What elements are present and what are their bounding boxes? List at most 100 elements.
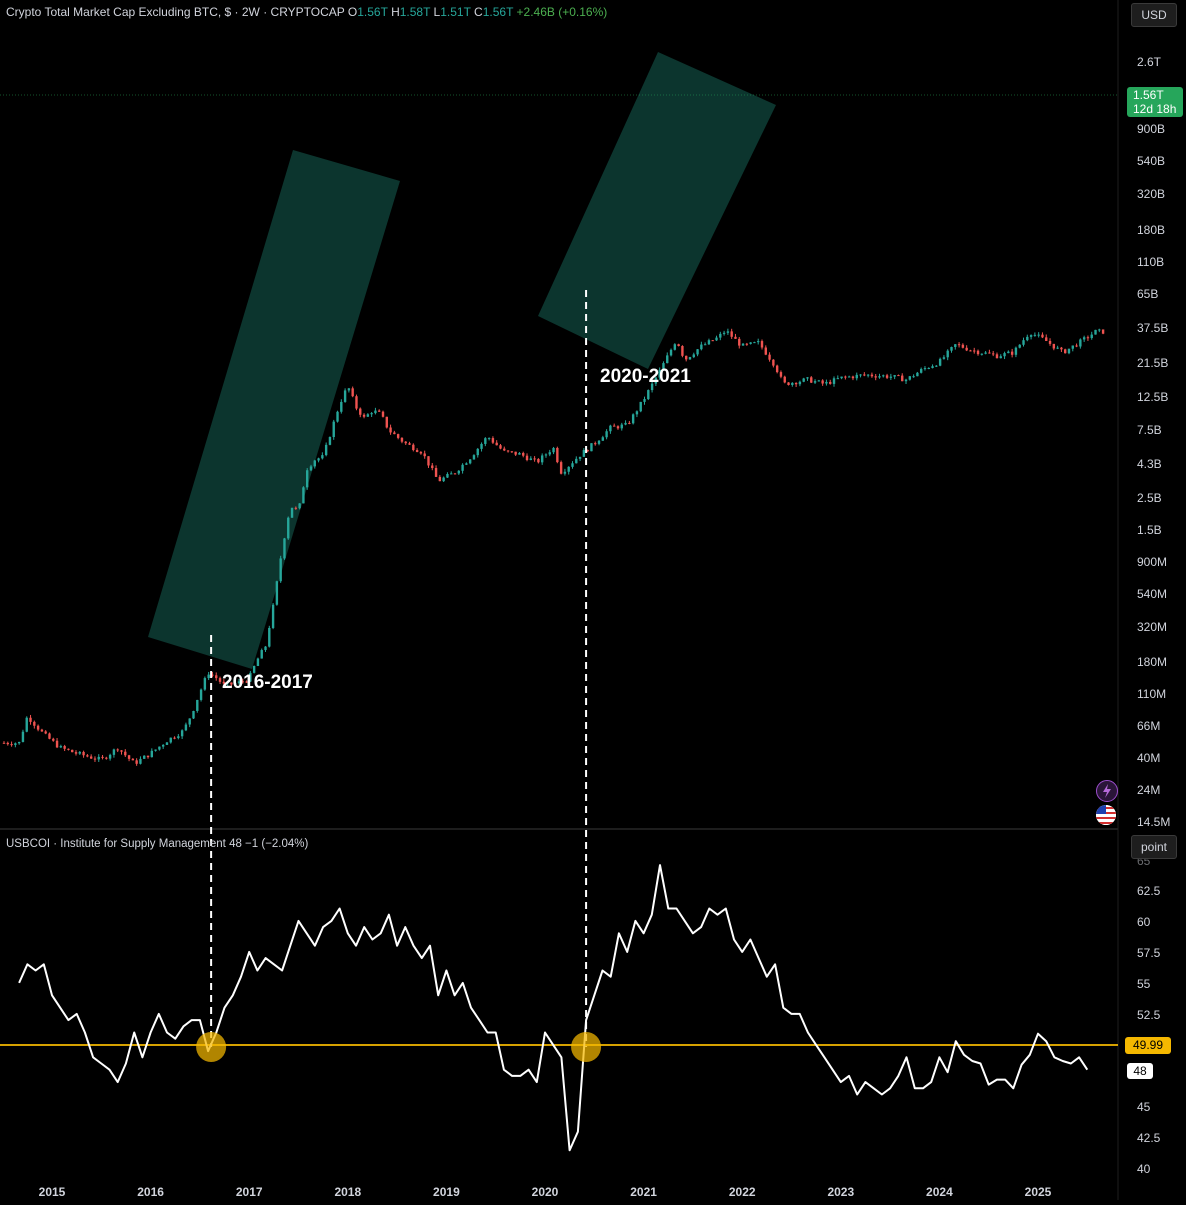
candle-body (457, 470, 460, 474)
price-axis-label: 14.5M (1137, 815, 1170, 829)
candle-body (366, 414, 370, 417)
candle-body (874, 376, 877, 378)
candle-body (650, 383, 654, 391)
high-value: 1.58T (399, 5, 431, 19)
candle-body (999, 356, 1002, 359)
candle-body (1026, 336, 1029, 341)
candle-body (503, 448, 506, 451)
cycle-label-2020-2021: 2020-2021 (600, 366, 691, 387)
candle-body (419, 451, 423, 454)
candle-body (719, 333, 722, 338)
candle-body (131, 758, 135, 761)
candle-body (506, 450, 510, 452)
candle-body (1098, 329, 1101, 331)
candle-body (63, 746, 66, 749)
candle-body (810, 377, 813, 383)
candle-body (203, 678, 207, 690)
candle-body (935, 365, 938, 367)
candle-body (264, 646, 267, 651)
candle-body (522, 452, 525, 456)
lightning-icon[interactable] (1096, 780, 1118, 802)
candle-body (654, 377, 658, 384)
candle-body (317, 458, 320, 461)
time-axis-label: 2024 (926, 1185, 953, 1199)
candle-body (385, 416, 388, 428)
candle-body (798, 381, 802, 385)
candle-body (639, 401, 642, 412)
candle-body (813, 381, 817, 383)
candle-body (74, 752, 78, 754)
candle-body (1052, 343, 1056, 349)
candle-body (741, 343, 745, 346)
candle-body (495, 442, 498, 446)
candle-body (1018, 344, 1021, 348)
candle-body (916, 372, 919, 377)
candle-body (563, 471, 567, 474)
candle-body (472, 455, 476, 460)
candle-body (29, 717, 32, 722)
candle-body (1090, 334, 1093, 339)
price-axis-label: 320M (1137, 620, 1167, 634)
candle-body (309, 466, 313, 471)
cycle-marker-circle (196, 1032, 227, 1062)
candle-body (931, 366, 934, 368)
candle-body (374, 410, 377, 414)
candle-body (40, 729, 44, 732)
candle-body (2, 742, 6, 744)
price-axis-label: 66M (1137, 719, 1160, 733)
chart-header: Crypto Total Market Cap Excluding BTC, $… (6, 5, 607, 19)
candle-body (480, 443, 483, 449)
candle-body (252, 665, 256, 673)
price-axis-label: 180M (1137, 655, 1167, 669)
indicator-axis-label: 57.5 (1137, 946, 1161, 960)
candle-body (1075, 345, 1078, 347)
candle-body (336, 411, 339, 422)
price-axis-label: 4.3B (1137, 457, 1162, 471)
candle-body (829, 381, 832, 384)
candle-body (389, 427, 392, 433)
candle-body (590, 443, 593, 452)
candle-body (1007, 351, 1010, 354)
candle-body (10, 744, 13, 746)
us-flag-icon[interactable] (1096, 805, 1116, 825)
candle-body (556, 447, 559, 463)
candle-body (465, 463, 468, 465)
candle-body (446, 474, 449, 478)
candle-body (287, 517, 290, 539)
unit-button[interactable]: point (1131, 835, 1177, 859)
open-value: 1.56T (357, 5, 388, 19)
indicator-axis-label: 52.5 (1137, 1008, 1161, 1022)
candle-body (124, 751, 127, 756)
candle-body (173, 737, 176, 739)
candle-body (582, 450, 586, 457)
candle-body (158, 746, 161, 750)
candle-body (1056, 347, 1059, 349)
candle-body (658, 369, 661, 378)
candle-body (567, 466, 570, 472)
candle-body (768, 354, 771, 360)
candle-body (89, 756, 93, 759)
candle-body (631, 414, 635, 424)
candle-body (597, 440, 601, 444)
price-axis-label: 2.5B (1137, 491, 1162, 505)
candle-body (817, 380, 821, 382)
candle-body (268, 627, 271, 647)
candle-body (468, 459, 472, 464)
candle-body (453, 473, 457, 475)
candle-body (946, 350, 949, 358)
candle-body (499, 445, 502, 449)
candle-body (533, 458, 536, 460)
currency-button[interactable]: USD (1131, 3, 1177, 27)
candle-body (605, 431, 608, 438)
candle-body (324, 444, 328, 456)
candle-body (14, 743, 17, 745)
candle-body (923, 368, 927, 370)
candle-body (973, 350, 976, 352)
candle-body (730, 331, 733, 337)
candle-body (283, 538, 286, 559)
candle-body (359, 408, 362, 415)
candle-body (105, 757, 108, 759)
candle-body (847, 376, 851, 378)
